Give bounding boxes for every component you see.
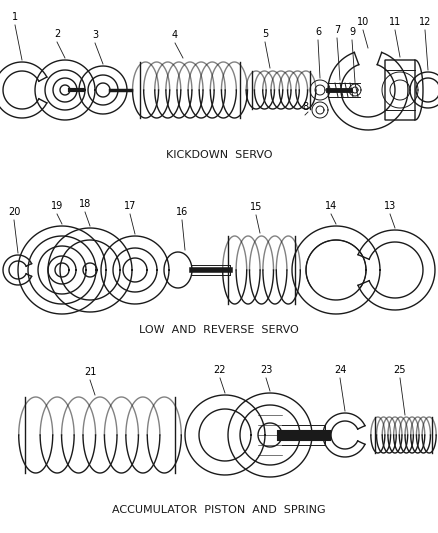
Text: 17: 17 bbox=[124, 201, 136, 211]
Text: 6: 6 bbox=[315, 27, 321, 37]
Text: 14: 14 bbox=[325, 201, 337, 211]
Text: 13: 13 bbox=[384, 201, 396, 211]
Text: 21: 21 bbox=[84, 367, 96, 377]
Text: 24: 24 bbox=[334, 365, 346, 375]
Text: 22: 22 bbox=[214, 365, 226, 375]
Text: 10: 10 bbox=[357, 17, 369, 27]
Text: 5: 5 bbox=[262, 29, 268, 39]
Text: KICKDOWN  SERVO: KICKDOWN SERVO bbox=[166, 150, 272, 160]
Text: 18: 18 bbox=[79, 199, 91, 209]
Text: 16: 16 bbox=[176, 207, 188, 217]
Text: 9: 9 bbox=[349, 27, 355, 37]
Text: ACCUMULATOR  PISTON  AND  SPRING: ACCUMULATOR PISTON AND SPRING bbox=[112, 505, 326, 515]
Text: 2: 2 bbox=[54, 29, 60, 39]
Text: LOW  AND  REVERSE  SERVO: LOW AND REVERSE SERVO bbox=[139, 325, 299, 335]
Text: 19: 19 bbox=[51, 201, 63, 211]
Text: 1: 1 bbox=[12, 12, 18, 22]
Text: 25: 25 bbox=[394, 365, 406, 375]
Text: 23: 23 bbox=[260, 365, 272, 375]
Text: 11: 11 bbox=[389, 17, 401, 27]
Text: 7: 7 bbox=[334, 25, 340, 35]
Text: 8: 8 bbox=[302, 102, 308, 112]
Text: 4: 4 bbox=[172, 30, 178, 40]
Text: 12: 12 bbox=[419, 17, 431, 27]
Text: 15: 15 bbox=[250, 202, 262, 212]
Text: 20: 20 bbox=[8, 207, 20, 217]
Text: 3: 3 bbox=[92, 30, 98, 40]
